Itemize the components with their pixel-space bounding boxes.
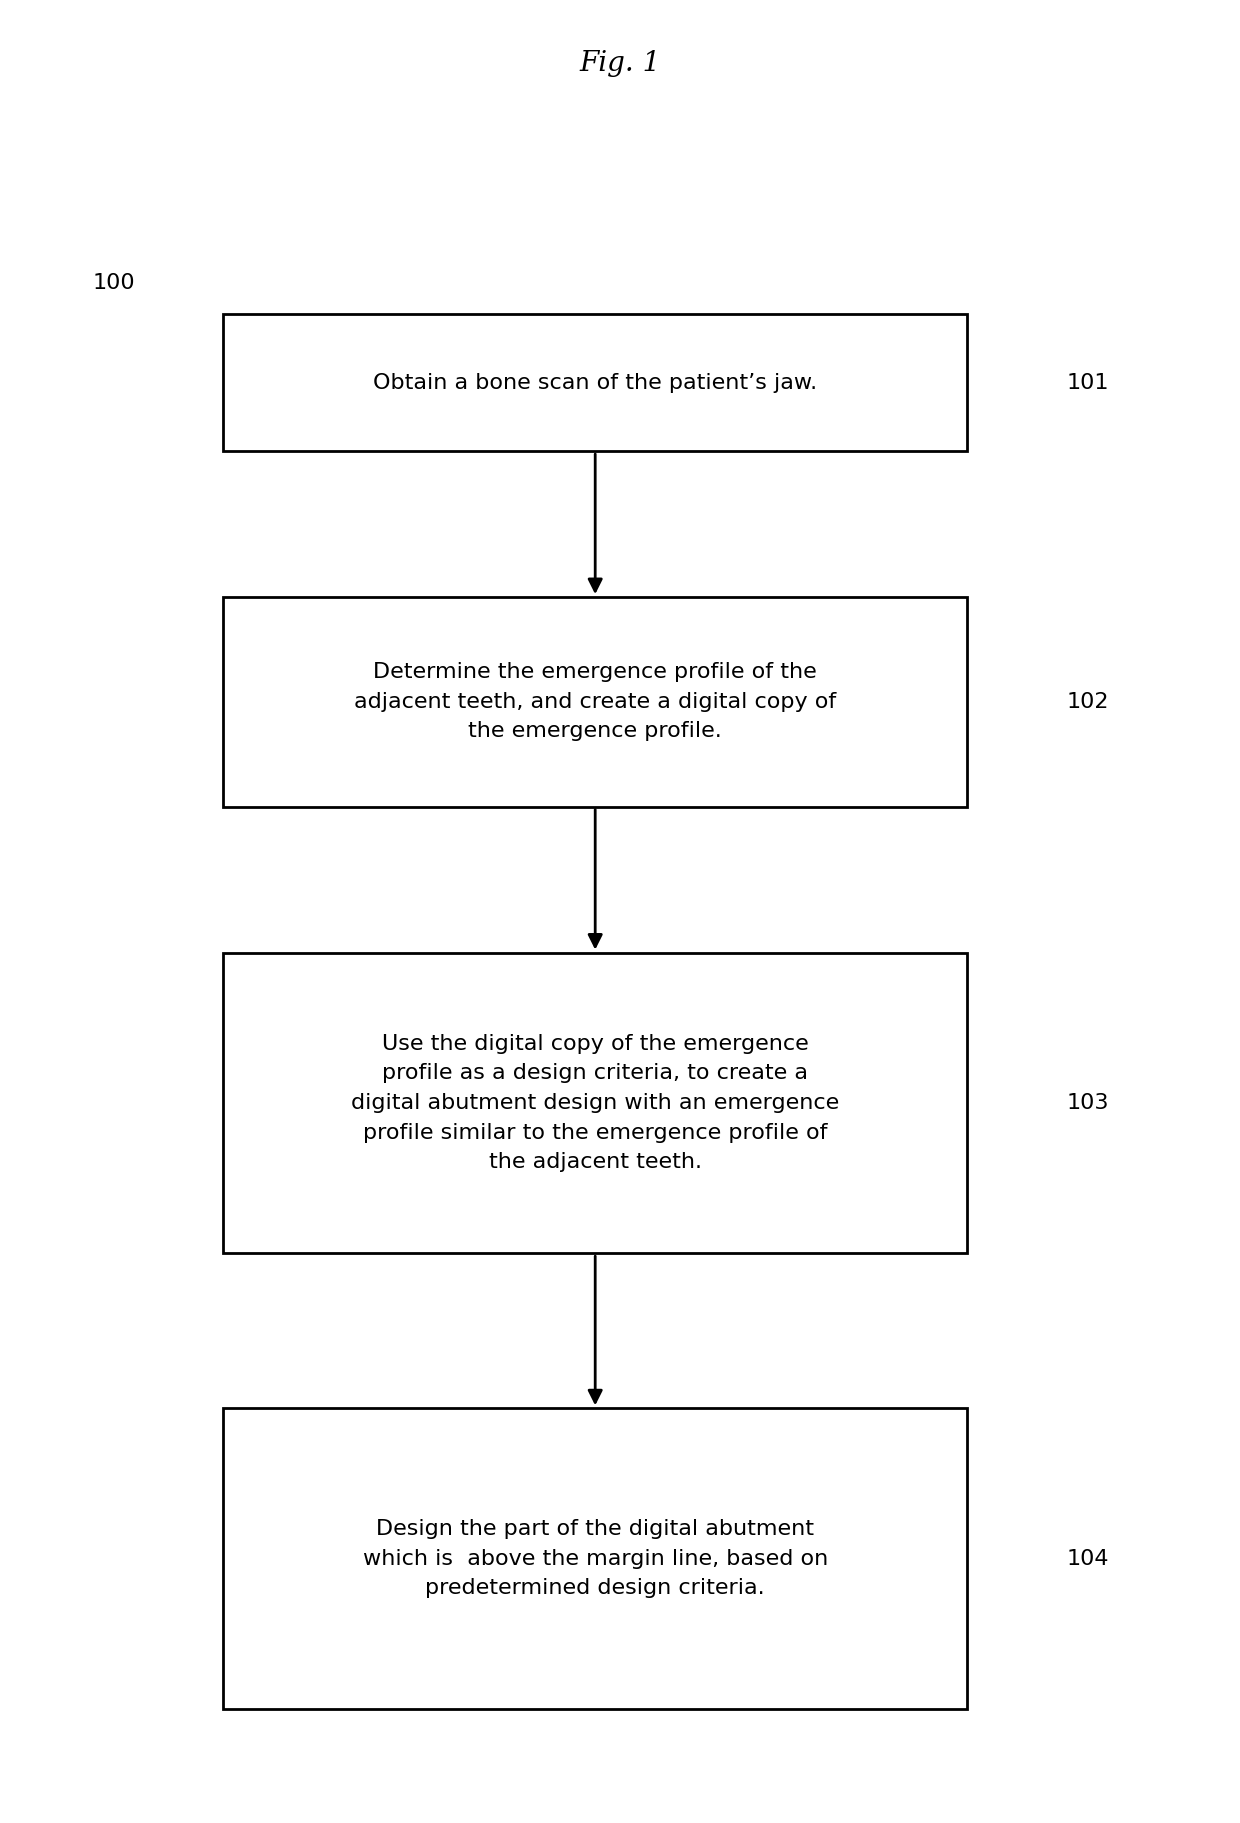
Bar xyxy=(223,952,967,1254)
Text: 102: 102 xyxy=(1066,693,1109,711)
Text: Use the digital copy of the emergence
profile as a design criteria, to create a
: Use the digital copy of the emergence pr… xyxy=(351,1034,839,1172)
Text: Determine the emergence profile of the
adjacent teeth, and create a digital copy: Determine the emergence profile of the a… xyxy=(355,662,836,742)
Text: 103: 103 xyxy=(1066,1094,1109,1112)
Text: Fig. 1: Fig. 1 xyxy=(579,51,661,77)
Bar xyxy=(223,314,967,450)
Text: Design the part of the digital abutment
which is  above the margin line, based o: Design the part of the digital abutment … xyxy=(362,1519,828,1599)
Bar xyxy=(223,1407,967,1710)
Text: Obtain a bone scan of the patient’s jaw.: Obtain a bone scan of the patient’s jaw. xyxy=(373,374,817,392)
Text: 104: 104 xyxy=(1066,1550,1109,1568)
Text: 101: 101 xyxy=(1066,374,1109,392)
Text: 100: 100 xyxy=(93,273,135,292)
Bar xyxy=(223,598,967,806)
